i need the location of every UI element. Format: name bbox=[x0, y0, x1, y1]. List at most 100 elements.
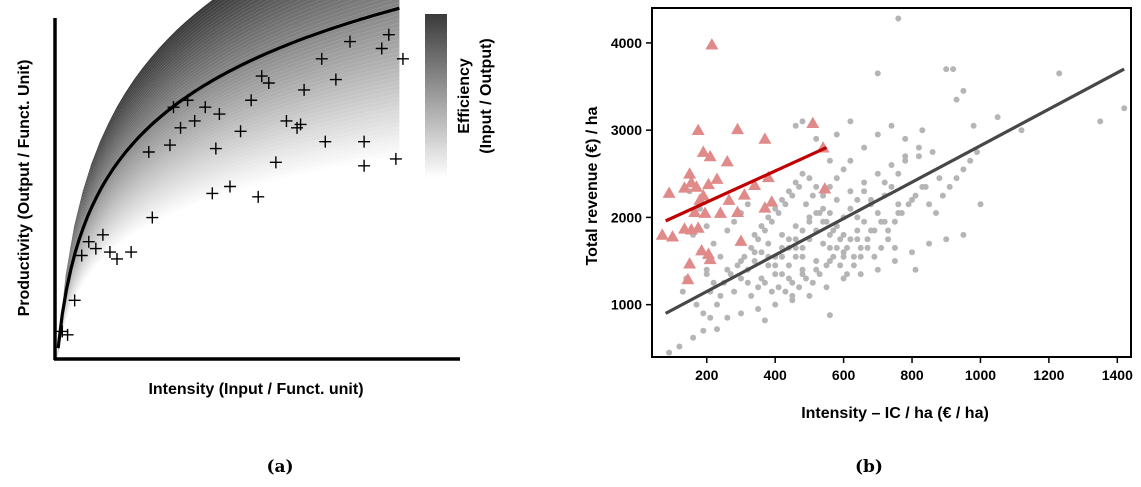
data-point bbox=[936, 175, 943, 182]
data-point bbox=[857, 253, 864, 260]
data-point bbox=[888, 183, 895, 190]
data-point bbox=[902, 157, 909, 164]
data-point-triangle bbox=[734, 234, 748, 246]
data-point bbox=[789, 279, 796, 286]
data-point bbox=[833, 131, 840, 138]
data-point bbox=[731, 288, 738, 295]
y-tick-label: 4000 bbox=[611, 35, 642, 51]
data-point bbox=[799, 266, 806, 273]
data-point bbox=[960, 231, 967, 238]
data-point bbox=[765, 214, 772, 221]
data-point bbox=[758, 223, 765, 230]
data-point bbox=[789, 292, 796, 299]
data-point bbox=[847, 236, 854, 243]
band-strip bbox=[57, 0, 262, 359]
data-point bbox=[209, 142, 222, 155]
data-point bbox=[847, 118, 854, 125]
data-point bbox=[700, 310, 707, 317]
data-point bbox=[847, 157, 854, 164]
data-point bbox=[343, 35, 356, 48]
data-point bbox=[830, 253, 837, 260]
data-point bbox=[891, 244, 898, 251]
y-tick-label: 2000 bbox=[611, 209, 642, 225]
data-point bbox=[806, 214, 813, 221]
data-point bbox=[744, 201, 751, 208]
data-point bbox=[813, 135, 820, 142]
data-point bbox=[717, 253, 724, 260]
caption-a: (a) bbox=[266, 457, 293, 477]
data-point bbox=[755, 284, 762, 291]
caption-b: (b) bbox=[855, 457, 883, 477]
data-point bbox=[765, 240, 772, 247]
data-point bbox=[861, 218, 868, 225]
data-point bbox=[799, 227, 806, 234]
data-point bbox=[799, 118, 806, 125]
data-point bbox=[799, 271, 806, 278]
data-point bbox=[779, 196, 785, 203]
legend-title-line1: Efficiency bbox=[456, 58, 473, 134]
data-point-triangle bbox=[678, 181, 692, 193]
data-point-triangle bbox=[691, 123, 705, 136]
data-point bbox=[755, 236, 762, 243]
data-point bbox=[206, 187, 219, 200]
data-point bbox=[142, 146, 155, 158]
data-point bbox=[785, 262, 792, 269]
panel-a-points bbox=[56, 28, 409, 341]
data-point bbox=[929, 149, 936, 155]
data-point bbox=[111, 252, 124, 265]
data-point bbox=[738, 310, 744, 317]
data-point bbox=[125, 246, 138, 259]
data-point bbox=[813, 266, 820, 273]
data-point bbox=[676, 343, 683, 350]
data-point bbox=[1097, 118, 1104, 125]
data-point bbox=[792, 122, 799, 129]
band-strip bbox=[57, 0, 269, 359]
data-point bbox=[926, 240, 933, 247]
data-point bbox=[826, 258, 833, 264]
data-point bbox=[919, 127, 926, 134]
data-point bbox=[262, 77, 275, 89]
data-point bbox=[223, 180, 236, 193]
panel-b-grey-points bbox=[666, 15, 1128, 356]
data-point bbox=[840, 253, 847, 260]
data-point bbox=[820, 192, 827, 199]
data-point bbox=[833, 244, 840, 251]
data-point bbox=[255, 70, 268, 83]
data-point-triangle bbox=[731, 122, 745, 135]
data-point bbox=[734, 262, 741, 269]
data-point bbox=[912, 192, 919, 199]
data-point-triangle bbox=[703, 149, 717, 162]
data-point bbox=[679, 288, 686, 295]
data-point bbox=[799, 253, 806, 260]
data-point bbox=[844, 271, 850, 278]
panel-b-y-label: Total revenue (€) / ha bbox=[584, 106, 601, 265]
data-point bbox=[861, 179, 868, 186]
data-point bbox=[895, 15, 902, 22]
data-point bbox=[902, 153, 909, 160]
x-tick-label: 1200 bbox=[1033, 367, 1064, 383]
data-point bbox=[751, 249, 758, 256]
data-point bbox=[826, 231, 833, 238]
data-point-triangle bbox=[681, 272, 695, 285]
data-point bbox=[953, 175, 960, 182]
data-point bbox=[816, 271, 823, 278]
data-point bbox=[953, 96, 960, 103]
data-point-triangle bbox=[683, 167, 697, 179]
data-point bbox=[792, 179, 799, 186]
legend-title-line2: (Input / Output) bbox=[478, 38, 495, 154]
data-point-triangle bbox=[693, 193, 707, 205]
data-point bbox=[816, 210, 823, 216]
data-point bbox=[782, 288, 789, 295]
data-point bbox=[761, 317, 768, 324]
data-point-triangle bbox=[662, 186, 676, 198]
fit-line bbox=[665, 146, 828, 223]
data-point-triangle bbox=[695, 244, 709, 256]
data-point bbox=[874, 70, 881, 77]
x-tick-label: 1000 bbox=[965, 367, 996, 383]
data-point bbox=[768, 288, 775, 295]
data-point bbox=[950, 66, 957, 73]
data-point bbox=[319, 135, 332, 148]
data-point bbox=[779, 271, 785, 278]
data-point-triangle bbox=[696, 145, 710, 157]
data-point bbox=[864, 244, 871, 251]
